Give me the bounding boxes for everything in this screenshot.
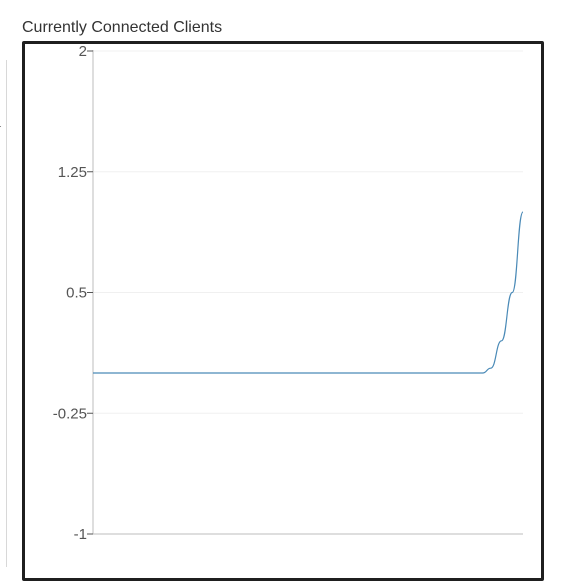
y-tick-label: 2 xyxy=(79,43,87,60)
y-axis-ticks: 2 1.25 0.5 -0.25 -1 xyxy=(53,43,93,543)
series-layer xyxy=(93,211,524,374)
left-panel-edge xyxy=(0,60,7,567)
y-tick-label: -1 xyxy=(74,526,87,543)
series-line xyxy=(93,211,524,374)
chart-frame xyxy=(22,41,544,581)
y-tick-label: 1.25 xyxy=(58,164,87,181)
chart-title: Currently Connected Clients xyxy=(22,19,223,36)
y-tick-label: -0.25 xyxy=(53,405,87,422)
line-chart: 21.250.5-0.25-1 18:1618:2018:2418:32 xyxy=(53,43,524,543)
y-tick-label: 0.5 xyxy=(66,285,87,302)
